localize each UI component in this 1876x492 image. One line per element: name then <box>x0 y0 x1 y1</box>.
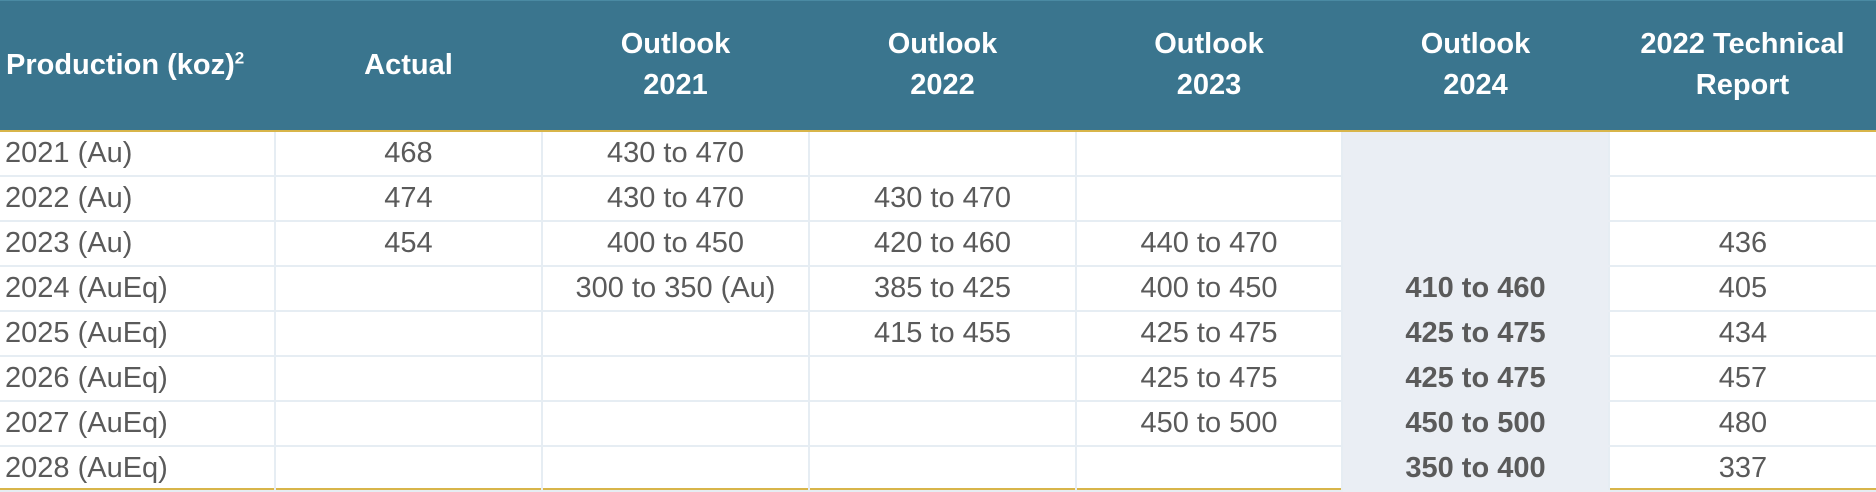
cell-outlook-2024: 450 to 500 <box>1342 400 1610 447</box>
cell-outlook-2021 <box>542 445 810 492</box>
cell-outlook-2023 <box>1076 130 1343 177</box>
header-outlook-2024: Outlook 2024 <box>1342 0 1609 132</box>
cell-outlook-2024 <box>1342 130 1610 177</box>
header-production: Production (koz)2 <box>0 0 275 132</box>
table-row: 2026 (AuEq) 425 to 475 425 to 475 457 <box>0 355 1876 402</box>
cell-outlook-2024 <box>1342 220 1610 267</box>
cell-outlook-2023: 425 to 475 <box>1076 355 1343 402</box>
cell-outlook-2023 <box>1076 175 1343 222</box>
header-line: Outlook <box>1420 28 1531 61</box>
cell-technical-report <box>1609 175 1876 222</box>
header-outlook-2021: Outlook 2021 <box>542 0 809 132</box>
header-line: Outlook <box>620 28 731 61</box>
cell-actual <box>275 265 543 312</box>
cell-actual <box>275 310 543 357</box>
cell-actual: 468 <box>275 130 543 177</box>
header-line: 2021 <box>643 69 708 102</box>
table-row: 2028 (AuEq) 350 to 400 337 <box>0 445 1876 492</box>
cell-outlook-2022 <box>809 445 1077 492</box>
header-technical-report: 2022 Technical Report <box>1609 0 1876 132</box>
cell-outlook-2021 <box>542 400 810 447</box>
cell-technical-report: 480 <box>1609 400 1876 447</box>
header-line: 2022 <box>910 69 975 102</box>
row-label: 2027 (AuEq) <box>0 400 276 447</box>
cell-outlook-2024: 350 to 400 <box>1342 445 1610 492</box>
cell-actual <box>275 355 543 402</box>
row-label: 2028 (AuEq) <box>0 445 276 492</box>
cell-outlook-2022: 385 to 425 <box>809 265 1077 312</box>
header-outlook-2022: Outlook 2022 <box>809 0 1076 132</box>
table-row: 2023 (Au) 454 400 to 450 420 to 460 440 … <box>0 220 1876 267</box>
cell-outlook-2024: 425 to 475 <box>1342 310 1610 357</box>
cell-technical-report: 337 <box>1609 445 1876 492</box>
cell-outlook-2021: 430 to 470 <box>542 175 810 222</box>
cell-technical-report: 434 <box>1609 310 1876 357</box>
cell-outlook-2022 <box>809 130 1077 177</box>
cell-outlook-2023: 425 to 475 <box>1076 310 1343 357</box>
cell-outlook-2022 <box>809 355 1077 402</box>
row-label: 2024 (AuEq) <box>0 265 276 312</box>
header-row: Production (koz)2 Actual Outlook 2021 Out… <box>0 0 1876 132</box>
cell-technical-report: 405 <box>1609 265 1876 312</box>
row-label: 2025 (AuEq) <box>0 310 276 357</box>
cell-technical-report <box>1609 130 1876 177</box>
footnote-marker: 2 <box>234 48 245 68</box>
cell-actual: 454 <box>275 220 543 267</box>
header-line: Outlook <box>887 28 998 61</box>
cell-outlook-2024: 425 to 475 <box>1342 355 1610 402</box>
cell-outlook-2022: 420 to 460 <box>809 220 1077 267</box>
cell-actual <box>275 445 543 492</box>
header-line: Outlook <box>1154 28 1264 61</box>
header-line: 2024 <box>1443 69 1508 102</box>
row-label: 2023 (Au) <box>0 220 276 267</box>
cell-outlook-2023: 450 to 500 <box>1076 400 1343 447</box>
header-production-label: Production (koz) <box>6 48 235 81</box>
table-row: 2024 (AuEq) 300 to 350 (Au) 385 to 425 4… <box>0 265 1876 312</box>
cell-outlook-2023 <box>1076 445 1343 492</box>
header-line: 2022 Technical <box>1640 28 1845 61</box>
cell-technical-report: 457 <box>1609 355 1876 402</box>
cell-outlook-2024 <box>1342 175 1610 222</box>
cell-outlook-2022 <box>809 400 1077 447</box>
cell-actual <box>275 400 543 447</box>
header-actual: Actual <box>275 0 542 132</box>
table-body: 2021 (Au) 468 430 to 470 2022 (Au) 474 4… <box>0 130 1876 492</box>
cell-outlook-2021 <box>542 310 810 357</box>
row-label: 2021 (Au) <box>0 130 276 177</box>
row-label: 2022 (Au) <box>0 175 276 222</box>
cell-outlook-2023: 400 to 450 <box>1076 265 1343 312</box>
cell-outlook-2021: 300 to 350 (Au) <box>542 265 810 312</box>
row-label: 2026 (AuEq) <box>0 355 276 402</box>
table-row: 2025 (AuEq) 415 to 455 425 to 475 425 to… <box>0 310 1876 357</box>
header-line: 2023 <box>1176 69 1242 102</box>
table-header: Production (koz)2 Actual Outlook 2021 Out… <box>0 0 1876 132</box>
header-outlook-2023: Outlook 2023 <box>1076 0 1342 132</box>
cell-outlook-2022: 430 to 470 <box>809 175 1077 222</box>
cell-outlook-2021: 430 to 470 <box>542 130 810 177</box>
cell-actual: 474 <box>275 175 543 222</box>
cell-outlook-2021: 400 to 450 <box>542 220 810 267</box>
header-line: Report <box>1695 69 1790 102</box>
cell-outlook-2023: 440 to 470 <box>1076 220 1343 267</box>
table-row: 2021 (Au) 468 430 to 470 <box>0 130 1876 177</box>
cell-outlook-2024: 410 to 460 <box>1342 265 1610 312</box>
cell-outlook-2022: 415 to 455 <box>809 310 1077 357</box>
table-row: 2022 (Au) 474 430 to 470 430 to 470 <box>0 175 1876 222</box>
cell-technical-report: 436 <box>1609 220 1876 267</box>
table-row: 2027 (AuEq) 450 to 500 450 to 500 480 <box>0 400 1876 447</box>
cell-outlook-2021 <box>542 355 810 402</box>
